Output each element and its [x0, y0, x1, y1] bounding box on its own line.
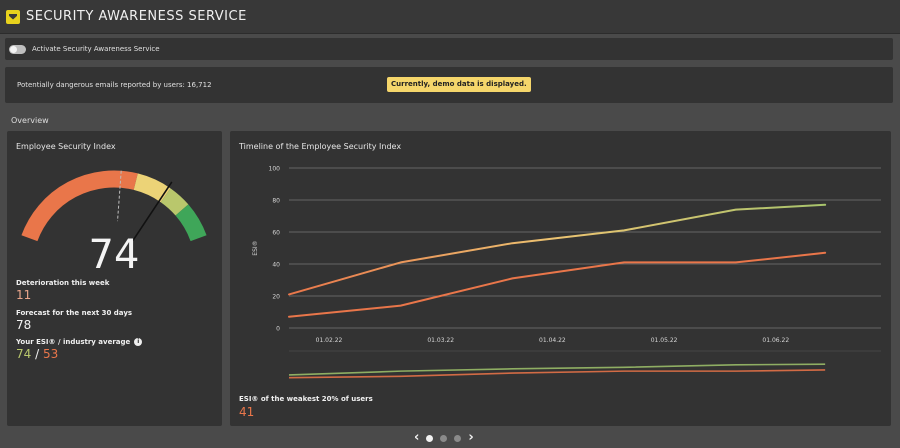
chevron-left-icon[interactable]: ‹	[414, 430, 420, 445]
y-tick-20: 20	[272, 294, 280, 301]
timeline-panel: Timeline of the Employee Security Index …	[230, 131, 891, 426]
forecast-value: 78	[16, 318, 32, 332]
y-tick-100: 100	[269, 166, 281, 173]
activate-label: Activate Security Awareness Service	[32, 45, 160, 53]
y-tick-40: 40	[272, 262, 280, 269]
esi-average-label: Your ESI® / industry average i	[16, 338, 143, 346]
weakest-users-label: ESI® of the weakest 20% of users	[239, 395, 373, 403]
top-bar: SECURITY AWARENESS SERVICE	[0, 0, 900, 34]
x-tick-2: 01.03.22	[427, 337, 454, 344]
forecast-label: Forecast for the next 30 days	[16, 309, 133, 317]
series-line-1	[288, 203, 827, 296]
series-line-2	[288, 251, 827, 318]
pager: ‹ ›	[414, 431, 474, 445]
activate-toggle[interactable]	[9, 44, 26, 54]
reported-emails-text: Potentially dangerous emails reported by…	[17, 81, 212, 89]
shield-icon	[6, 9, 20, 24]
esi-panel-title: Employee Security Index	[16, 142, 116, 151]
y-tick-60: 60	[272, 230, 280, 237]
deterioration-label: Deterioration this week	[16, 279, 110, 287]
y-tick-0: 0	[276, 326, 280, 333]
gauge-segment-2	[133, 173, 171, 203]
gauge-value: 74	[89, 232, 140, 278]
your-esi-value: 74	[16, 347, 32, 361]
esi-average-values: 74 / 53	[16, 347, 58, 361]
esi-panel: Employee Security Index 74 Deterioration…	[7, 131, 222, 426]
activate-row: Activate Security Awareness Service	[5, 38, 893, 60]
overview-heading: Overview	[11, 116, 49, 125]
x-tick-5: 01.06.22	[762, 337, 789, 344]
navigator-line-2[interactable]	[288, 369, 826, 379]
gauge-segment-3	[160, 188, 189, 216]
timeline-chart: 0 20 40 60 80 100 ESI® 01.02.22 01.03.22 01.04.22…	[252, 166, 881, 379]
weakest-users-value: 41	[239, 405, 255, 419]
navigator-line-1[interactable]	[288, 363, 826, 376]
chevron-right-icon[interactable]: ›	[468, 430, 474, 445]
esi-gauge: 74	[21, 170, 207, 278]
x-tick-1: 01.02.22	[316, 337, 343, 344]
esi-separator: /	[35, 347, 40, 361]
y-tick-80: 80	[272, 198, 280, 205]
page-dot-3[interactable]	[454, 434, 462, 442]
industry-average-value: 53	[42, 347, 59, 361]
page-dot-1[interactable]	[426, 434, 434, 442]
deterioration-value: 11	[16, 288, 32, 302]
app-title: SECURITY AWARENESS SERVICE	[26, 9, 247, 24]
x-tick-3: 01.04.22	[539, 337, 566, 344]
demo-data-badge: Currently, demo data is displayed.	[387, 77, 531, 92]
info-row: Potentially dangerous emails reported by…	[5, 67, 893, 103]
gauge-needle	[132, 181, 173, 242]
y-axis-label: ESI®	[252, 240, 259, 255]
esi-average-label-text: Your ESI® / industry average	[16, 338, 131, 346]
timeline-panel-title: Timeline of the Employee Security Index	[239, 142, 402, 151]
page-dot-2[interactable]	[440, 434, 448, 442]
x-tick-4: 01.05.22	[651, 337, 678, 344]
info-icon[interactable]: i	[134, 338, 143, 346]
gauge-reference-line	[117, 170, 122, 222]
gauge-segment-4	[175, 204, 207, 242]
gauge-segment-1	[21, 170, 138, 242]
